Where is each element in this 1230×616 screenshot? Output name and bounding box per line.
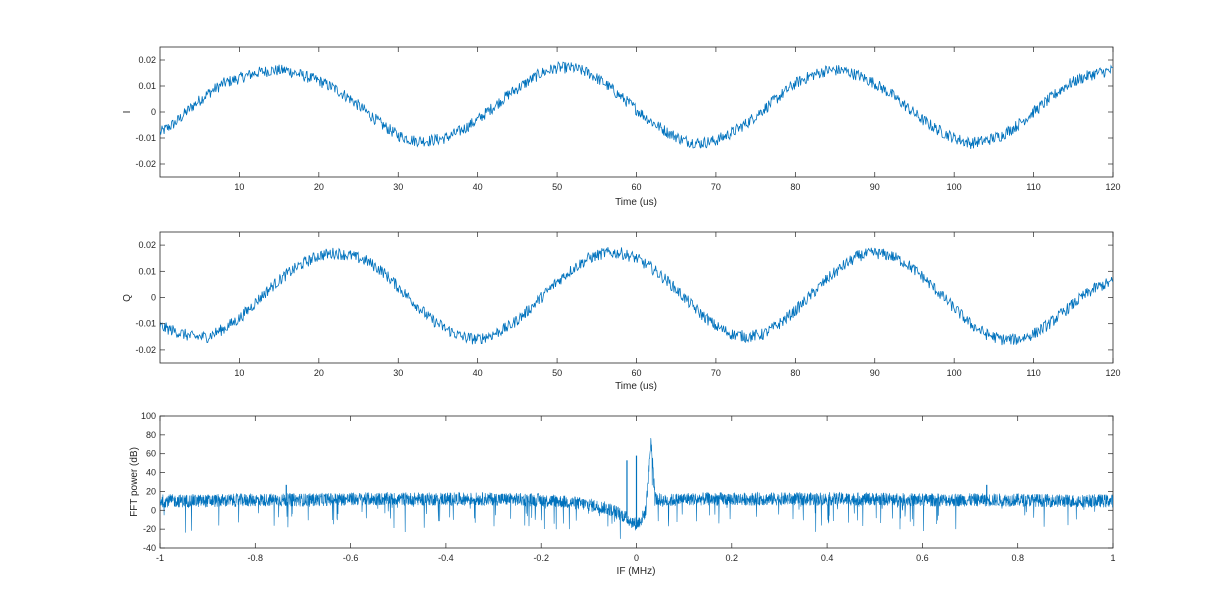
y-tick-label: 0.01 [138, 266, 156, 276]
x-tick-label: 100 [947, 182, 962, 192]
y-tick-label: -20 [143, 524, 156, 534]
x-tick-label: 10 [234, 182, 244, 192]
x-tick-label: 70 [711, 182, 721, 192]
x-tick-label: 50 [552, 368, 562, 378]
y-tick-label: 20 [146, 486, 156, 496]
x-tick-label: -0.4 [438, 553, 454, 563]
x-tick-label: 70 [711, 368, 721, 378]
x-tick-label: 40 [473, 368, 483, 378]
fft-power-plot: -1 -0.8 -0.6 -0.4 -0.2 0 0.2 0.4 0.6 0.8 1 -40 -20 0 2… [129, 411, 1116, 577]
x-tick-label: -1 [156, 553, 164, 563]
x-axis-label: Time (us) [615, 381, 657, 392]
i-channel-plot: 10 20 30 40 50 60 70 80 90 100 110 120 -0.02 -0.01 0 0.… [122, 46, 1121, 208]
y-tick-label: 0 [151, 107, 156, 117]
y-tick-label: -0.01 [135, 319, 156, 329]
q-channel-plot: 10 20 30 40 50 60 70 80 90 100 110 120 -0.02 -0.01 0 0.… [122, 231, 1121, 392]
y-tick-label: -40 [143, 543, 156, 553]
x-tick-label: 80 [790, 368, 800, 378]
y-axis-label: Q [122, 294, 133, 302]
y-tick-label: -0.02 [135, 159, 156, 169]
x-tick-label: -0.2 [533, 553, 549, 563]
x-tick-label: -0.8 [248, 553, 264, 563]
x-tick-label: 40 [473, 182, 483, 192]
x-tick-label: 60 [631, 182, 641, 192]
x-tick-label: 20 [314, 368, 324, 378]
x-tick-label: 50 [552, 182, 562, 192]
y-tick-label: 0.02 [138, 240, 156, 250]
y-tick-label: 0.01 [138, 81, 156, 91]
x-tick-label: 100 [947, 368, 962, 378]
x-tick-label: 60 [631, 368, 641, 378]
x-tick-label: 20 [314, 182, 324, 192]
y-tick-label: -0.02 [135, 345, 156, 355]
x-tick-label: 0 [634, 553, 639, 563]
x-axis-label: Time (us) [615, 197, 657, 208]
x-tick-label: 1 [1110, 553, 1115, 563]
y-tick-label: 40 [146, 468, 156, 478]
x-tick-label: -0.6 [343, 553, 359, 563]
x-tick-label: 90 [870, 368, 880, 378]
x-tick-label: 30 [393, 182, 403, 192]
signal-trace [160, 60, 1113, 149]
y-tick-label: 60 [146, 449, 156, 459]
y-axis-label: FFT power (dB) [129, 447, 140, 517]
y-tick-label: 100 [141, 411, 156, 421]
plot-area [159, 231, 1114, 364]
signal-trace [160, 247, 1113, 346]
x-tick-label: 0.6 [916, 553, 929, 563]
x-tick-label: 120 [1105, 182, 1120, 192]
y-tick-label: 0 [151, 293, 156, 303]
x-tick-label: 0.4 [821, 553, 834, 563]
x-tick-label: 0.2 [726, 553, 739, 563]
y-axis-label: I [122, 111, 133, 114]
x-tick-label: 0.8 [1011, 553, 1024, 563]
x-tick-label: 10 [234, 368, 244, 378]
x-tick-label: 30 [393, 368, 403, 378]
y-tick-label: 0 [151, 505, 156, 515]
x-tick-label: 90 [870, 182, 880, 192]
x-axis-label: IF (MHz) [617, 566, 656, 577]
y-tick-label: -0.01 [135, 133, 156, 143]
y-tick-label: 0.02 [138, 55, 156, 65]
x-tick-label: 110 [1026, 182, 1040, 192]
x-tick-label: 120 [1105, 368, 1120, 378]
y-tick-label: 80 [146, 430, 156, 440]
x-tick-label: 110 [1026, 368, 1040, 378]
plot-area [159, 46, 1114, 178]
x-tick-label: 80 [790, 182, 800, 192]
